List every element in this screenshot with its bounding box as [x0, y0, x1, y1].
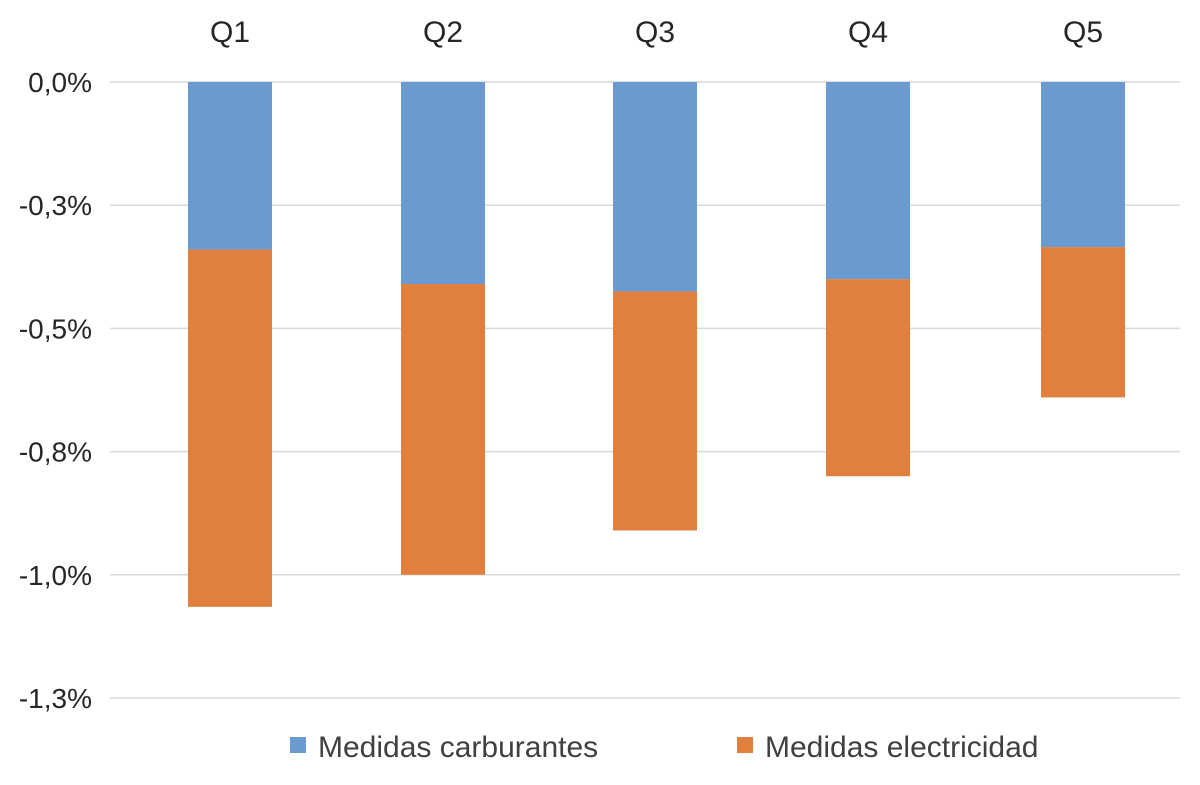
bars [188, 82, 1125, 607]
legend-swatch [290, 737, 306, 753]
bar-segment-carburantes [826, 82, 910, 280]
bar-segment-carburantes [1041, 82, 1125, 248]
category-label: Q5 [1063, 16, 1103, 49]
bar-segment-electricidad [826, 279, 910, 477]
y-tick-label: -1,0% [19, 560, 92, 591]
bar-segment-carburantes [188, 82, 272, 250]
bar-segment-electricidad [1041, 247, 1125, 398]
legend-swatch [737, 737, 753, 753]
y-tick-label: -0,8% [19, 437, 92, 468]
legend-label: Medidas electricidad [765, 731, 1038, 764]
y-axis-tick-labels: 0,0% -0,3% -0,5% -0,8% -1,0% -1,3% [19, 67, 92, 714]
y-tick-label: -0,5% [19, 313, 92, 344]
category-label: Q1 [210, 16, 250, 49]
bar-segment-electricidad [401, 284, 485, 575]
legend-label: Medidas carburantes [318, 731, 598, 764]
bar-segment-carburantes [613, 82, 697, 292]
bar-segment-electricidad [188, 249, 272, 607]
y-tick-label: 0,0% [28, 67, 92, 98]
bar-segment-carburantes [401, 82, 485, 285]
category-labels: Q1 Q2 Q3 Q4 Q5 [210, 16, 1103, 49]
category-label: Q3 [635, 16, 675, 49]
category-label: Q2 [423, 16, 463, 49]
legend: Medidas carburantes Medidas electricidad [290, 731, 1038, 764]
y-tick-label: -1,3% [19, 683, 92, 714]
bar-segment-electricidad [613, 291, 697, 531]
y-tick-label: -0,3% [19, 190, 92, 221]
category-label: Q4 [848, 16, 888, 49]
